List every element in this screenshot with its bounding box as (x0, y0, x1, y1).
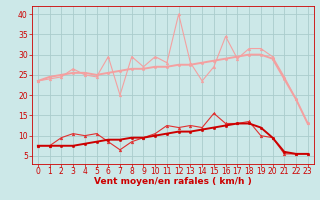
X-axis label: Vent moyen/en rafales ( km/h ): Vent moyen/en rafales ( km/h ) (94, 177, 252, 186)
